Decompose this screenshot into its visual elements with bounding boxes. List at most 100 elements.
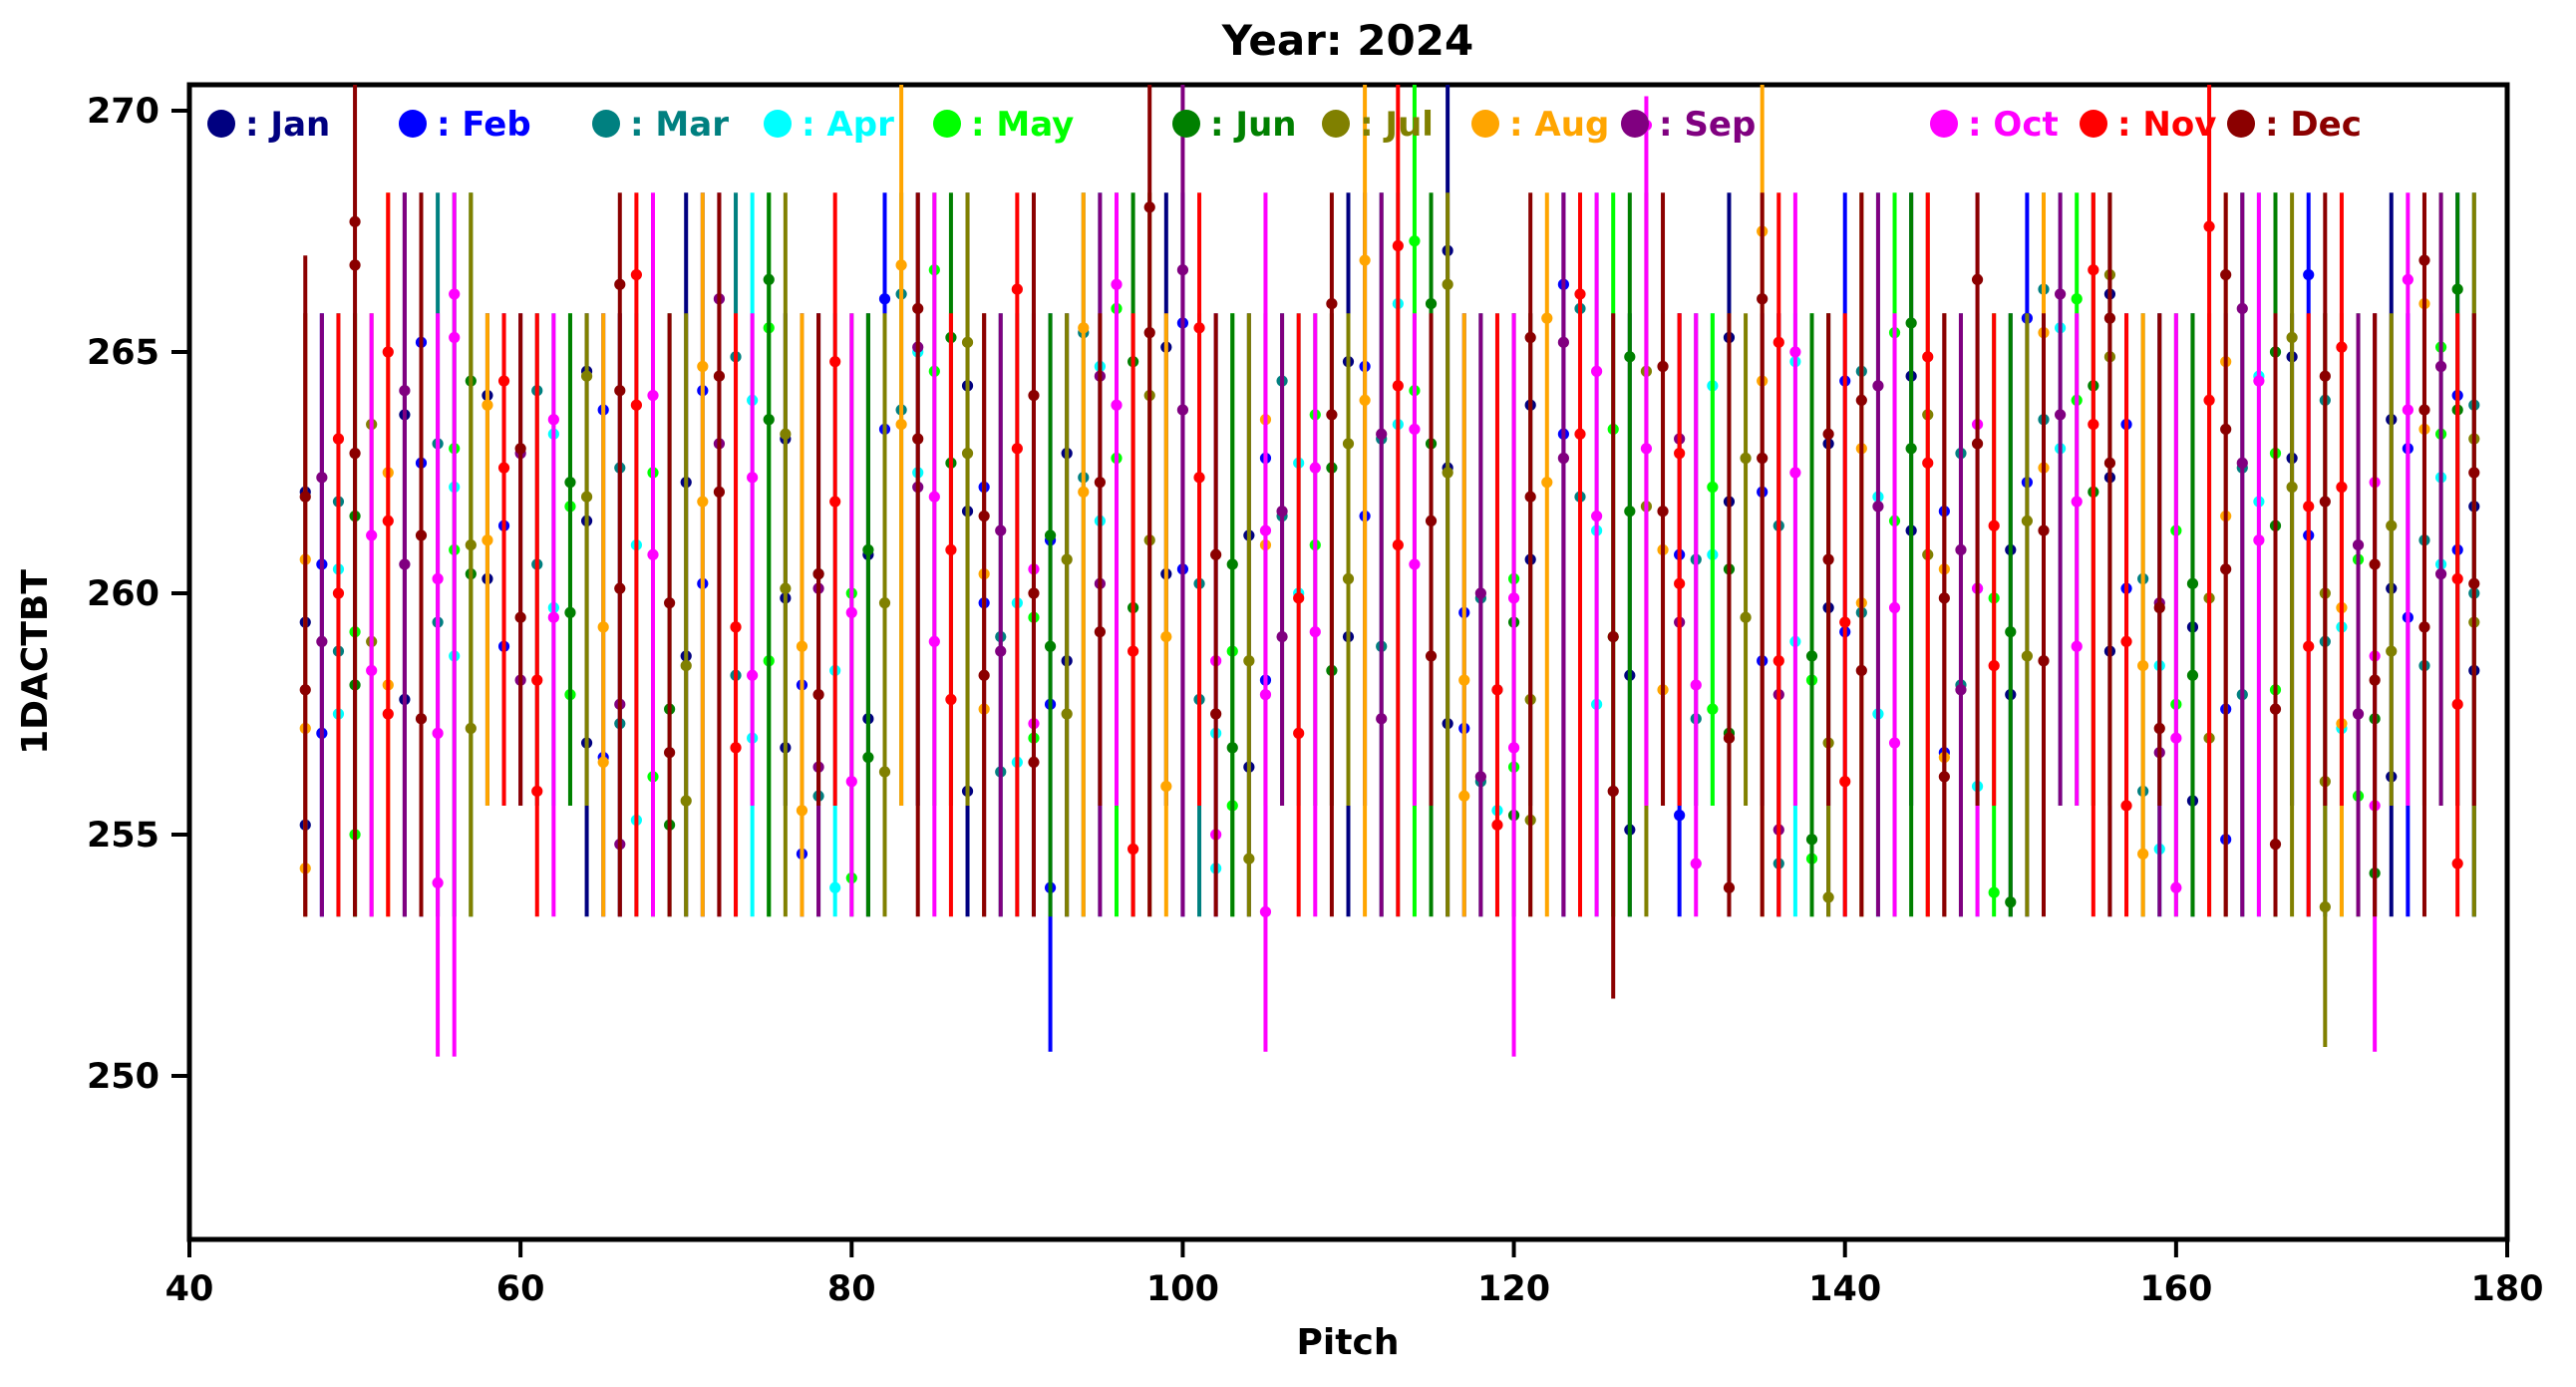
data-point xyxy=(2021,650,2033,662)
data-point xyxy=(465,539,477,551)
data-point xyxy=(2038,524,2050,536)
data-point xyxy=(1757,293,1769,305)
data-point xyxy=(1491,684,1503,696)
data-point xyxy=(432,572,444,585)
data-point xyxy=(630,399,642,411)
data-point xyxy=(1293,592,1305,604)
data-point xyxy=(2336,341,2348,353)
data-point xyxy=(1425,298,1438,310)
data-point xyxy=(2451,283,2463,295)
data-point xyxy=(547,611,559,623)
data-point xyxy=(2386,520,2398,531)
legend-label: : Mar xyxy=(630,105,729,145)
data-point xyxy=(978,669,990,681)
data-point xyxy=(2153,601,2165,614)
legend-item: : Sep xyxy=(1621,105,1756,145)
data-point xyxy=(299,491,311,503)
data-point xyxy=(862,751,874,764)
data-point xyxy=(1757,452,1769,465)
data-point xyxy=(1855,664,1867,677)
data-point xyxy=(382,708,394,720)
legend-marker-icon xyxy=(592,110,620,138)
data-point xyxy=(1028,389,1040,402)
data-point xyxy=(1409,423,1421,436)
data-point xyxy=(1111,399,1123,411)
data-point xyxy=(1259,905,1272,918)
data-point xyxy=(1624,351,1636,363)
data-point xyxy=(2352,708,2365,720)
x-tick-label: 120 xyxy=(1477,1269,1550,1309)
data-point xyxy=(1872,380,1884,392)
data-point xyxy=(432,727,444,739)
data-point xyxy=(1061,553,1073,565)
data-point xyxy=(812,568,824,580)
data-point xyxy=(415,529,428,541)
data-point xyxy=(1822,553,1834,565)
data-point xyxy=(2220,268,2232,281)
data-point xyxy=(1839,616,1851,628)
x-tick-label: 180 xyxy=(2470,1269,2543,1309)
data-point xyxy=(1640,443,1653,455)
data-point xyxy=(1674,448,1686,460)
data-point xyxy=(1176,404,1189,416)
data-point xyxy=(1028,587,1040,599)
data-point xyxy=(1359,254,1371,266)
data-point xyxy=(1971,273,1984,285)
legend-item: : Jan xyxy=(207,105,330,145)
data-point xyxy=(2153,722,2165,735)
data-point xyxy=(1376,713,1388,725)
legend-item: : Aug xyxy=(1471,105,1609,145)
data-point xyxy=(432,876,444,889)
data-point xyxy=(2286,331,2298,344)
data-point xyxy=(2451,698,2463,710)
data-point xyxy=(961,448,974,460)
data-point xyxy=(780,428,792,440)
legend-label: : Sep xyxy=(1659,105,1756,145)
series-jul xyxy=(366,192,2480,1047)
data-point xyxy=(1193,322,1205,334)
data-point xyxy=(2319,496,2331,508)
data-point xyxy=(349,215,361,227)
data-point xyxy=(697,496,709,508)
data-point xyxy=(1409,558,1421,570)
data-point xyxy=(1707,703,1719,715)
data-point xyxy=(2088,264,2099,276)
data-point xyxy=(928,635,940,648)
series-jun xyxy=(349,192,2463,917)
data-point xyxy=(912,302,924,315)
data-point xyxy=(1789,346,1801,358)
data-point xyxy=(514,443,526,455)
data-point xyxy=(415,713,428,725)
data-point xyxy=(2071,293,2083,305)
data-point xyxy=(995,524,1007,536)
data-point xyxy=(1607,630,1619,643)
data-point xyxy=(2038,655,2050,667)
data-point xyxy=(1210,548,1222,560)
chart-title: Year: 2024 xyxy=(1221,16,1473,65)
data-point xyxy=(1078,322,1090,334)
data-point xyxy=(1193,472,1205,484)
data-point xyxy=(2418,254,2430,266)
legend-marker-icon xyxy=(1322,110,1350,138)
data-point xyxy=(1574,288,1586,300)
ticks-layer: 40 60 80 100 120 140 160 180 250 255 260 265 270 xyxy=(87,92,2544,1309)
data-point xyxy=(1591,365,1603,377)
data-point xyxy=(1094,477,1106,489)
data-point xyxy=(349,259,361,271)
data-point xyxy=(647,548,659,560)
data-point xyxy=(713,370,726,382)
legend-label: : Aug xyxy=(1509,105,1609,145)
data-point xyxy=(1061,708,1073,720)
data-point xyxy=(2103,312,2116,324)
data-point xyxy=(465,722,477,735)
legend-item: : Dec xyxy=(2227,105,2362,145)
data-point xyxy=(878,293,891,305)
data-point xyxy=(366,529,378,541)
legend-marker-icon xyxy=(2227,110,2255,138)
data-point xyxy=(2220,423,2232,436)
data-point xyxy=(1988,520,2000,531)
data-point xyxy=(1359,394,1371,406)
data-point xyxy=(1425,650,1438,662)
data-point xyxy=(2071,640,2083,652)
